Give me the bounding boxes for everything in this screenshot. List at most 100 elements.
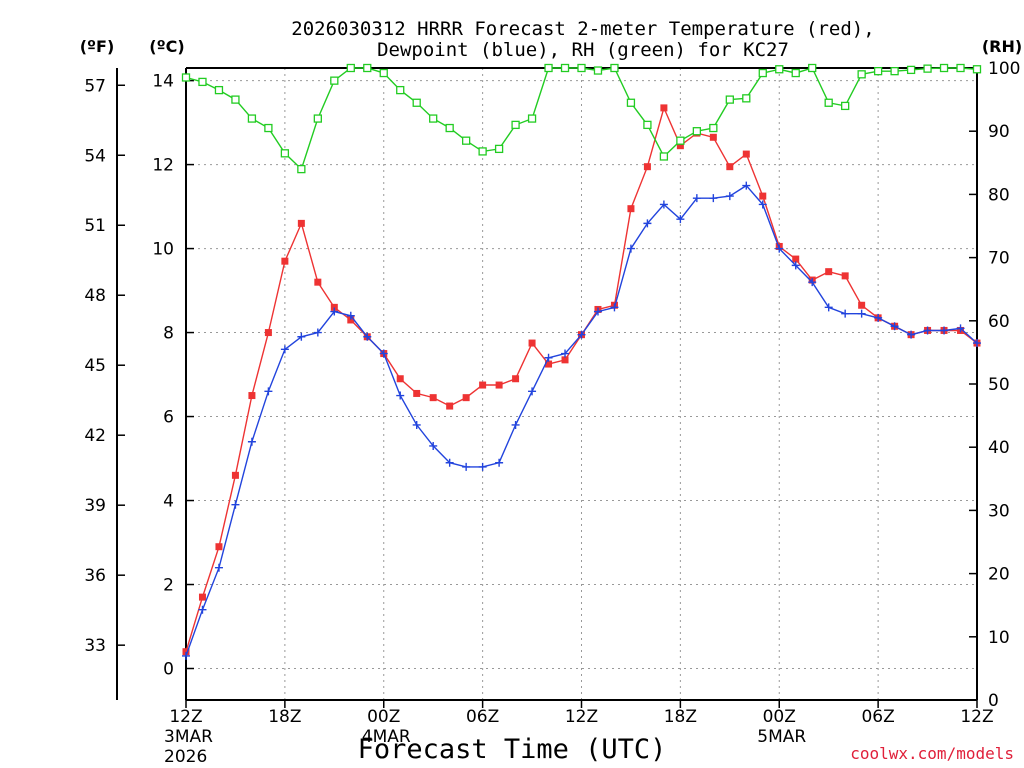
rh-point (560, 63, 570, 73)
dewpoint-point (445, 458, 454, 467)
dewpoint-point (907, 330, 916, 339)
dewpoint-point (478, 462, 487, 471)
2-meter-temperature-point (248, 392, 256, 400)
dewpoint-point (363, 332, 372, 341)
2-meter-temperature-point (545, 360, 553, 368)
data-series (181, 63, 982, 660)
rh-tick-label: 30 (988, 501, 1010, 521)
2-meter-temperature-point (825, 268, 833, 276)
dewpoint-point (659, 200, 668, 209)
rh-point (873, 67, 883, 76)
rh-point (461, 136, 471, 145)
2-meter-temperature-point (297, 219, 305, 227)
dewpoint-point (643, 219, 652, 228)
x-date-label: 4MAR (362, 727, 411, 747)
dewpoint-point (725, 192, 734, 201)
rh-point (725, 95, 734, 104)
rh-point (412, 98, 421, 107)
rh-point (841, 101, 850, 111)
dewpoint-point (313, 328, 322, 337)
2-meter-temperature-point (479, 381, 487, 389)
fahrenheit-tick-label: 54 (84, 146, 106, 166)
celsius-axis-unit: (ºC) (149, 37, 184, 56)
rh-tick-label: 70 (988, 249, 1010, 269)
dewpoint-point (346, 311, 355, 320)
rh-point (478, 147, 487, 156)
2-meter-temperature-point (643, 163, 651, 171)
rh-point (890, 67, 899, 76)
rh-point (923, 64, 932, 73)
rh-point (972, 65, 982, 74)
rh-point (379, 68, 388, 78)
2-meter-temperature-point (314, 278, 322, 286)
2-meter-temperature-point (215, 543, 223, 551)
2-meter-temperature-point (841, 272, 849, 280)
dewpoint-point (973, 339, 981, 348)
rh-point (247, 114, 257, 123)
x-tick-label: 12Z (960, 707, 993, 727)
x-tick-label: 18Z (268, 707, 301, 727)
2-meter-temperature-point (396, 375, 404, 383)
dewpoint-point (758, 200, 767, 209)
rh-point (363, 63, 372, 73)
2-meter-temperature-point (347, 316, 355, 324)
rh-point (593, 66, 603, 75)
rh-point (758, 68, 767, 78)
rh-tick-label: 90 (988, 122, 1010, 142)
dewpoint-point (956, 324, 965, 333)
rh-point (396, 85, 405, 95)
rh-point (280, 149, 290, 158)
2-meter-temperature-point (759, 192, 767, 200)
celsius-tick-label: 10 (152, 240, 174, 260)
dewpoint-point (412, 420, 421, 429)
2-meter-temperature-point (198, 593, 206, 601)
x-year-label: 2026 (164, 747, 207, 767)
rh-point (445, 123, 454, 133)
tick-labels: 0 2 4 6 8 10 12 14 33 36 39 42 45 48 51 54 57 0 10 20 30 40 50… (84, 59, 1020, 767)
x-axis-label: Forecast Time (UTC) (358, 734, 667, 765)
2-meter-temperature-point (330, 303, 338, 311)
rh-point (313, 114, 322, 123)
x-date-label: 3MAR (164, 727, 213, 747)
rh-tick-label: 10 (988, 628, 1010, 648)
dewpoint-point (626, 244, 635, 253)
dewpoint-point (940, 326, 949, 335)
chart-title-line-2: Dewpoint (blue), RH (green) for KC27 (377, 39, 789, 61)
rh-tick-label: 40 (988, 438, 1010, 458)
rh-point (198, 77, 207, 87)
2-meter-temperature-point (462, 394, 470, 402)
dewpoint-point (593, 307, 602, 316)
rh-point (346, 63, 355, 73)
celsius-tick-label: 0 (163, 660, 174, 680)
rh-point (791, 68, 800, 78)
dewpoint-point (923, 326, 932, 335)
rh-point (775, 65, 784, 74)
rh-point (527, 114, 537, 123)
fahrenheit-tick-label: 48 (84, 286, 106, 306)
rh-tick-label: 60 (988, 312, 1010, 332)
dewpoint-point (280, 345, 289, 354)
celsius-tick-label: 12 (152, 156, 174, 176)
2-meter-temperature-point (413, 389, 421, 397)
rh-point (676, 136, 685, 145)
fahrenheit-tick-label: 42 (84, 426, 106, 446)
rh-point (659, 152, 669, 161)
x-tick-label: 18Z (664, 707, 697, 727)
rh-point (709, 123, 718, 133)
celsius-tick-label: 6 (163, 408, 174, 428)
rh-point (857, 70, 866, 79)
rh-point (742, 94, 751, 103)
dewpoint-point (495, 458, 504, 467)
rh-tick-label: 100 (988, 59, 1020, 79)
2-meter-temperature-point (709, 133, 717, 141)
dewpoint-point (511, 420, 520, 429)
axes (116, 67, 978, 708)
2-meter-temperature-point (676, 142, 684, 150)
2-meter-temperature-point (742, 150, 750, 158)
fahrenheit-tick-label: 45 (84, 356, 106, 376)
rh-point (956, 63, 965, 73)
fahrenheit-tick-label: 36 (84, 566, 106, 586)
dewpoint-point (577, 330, 586, 339)
rh-point (264, 123, 273, 133)
celsius-tick-label: 2 (163, 576, 174, 596)
